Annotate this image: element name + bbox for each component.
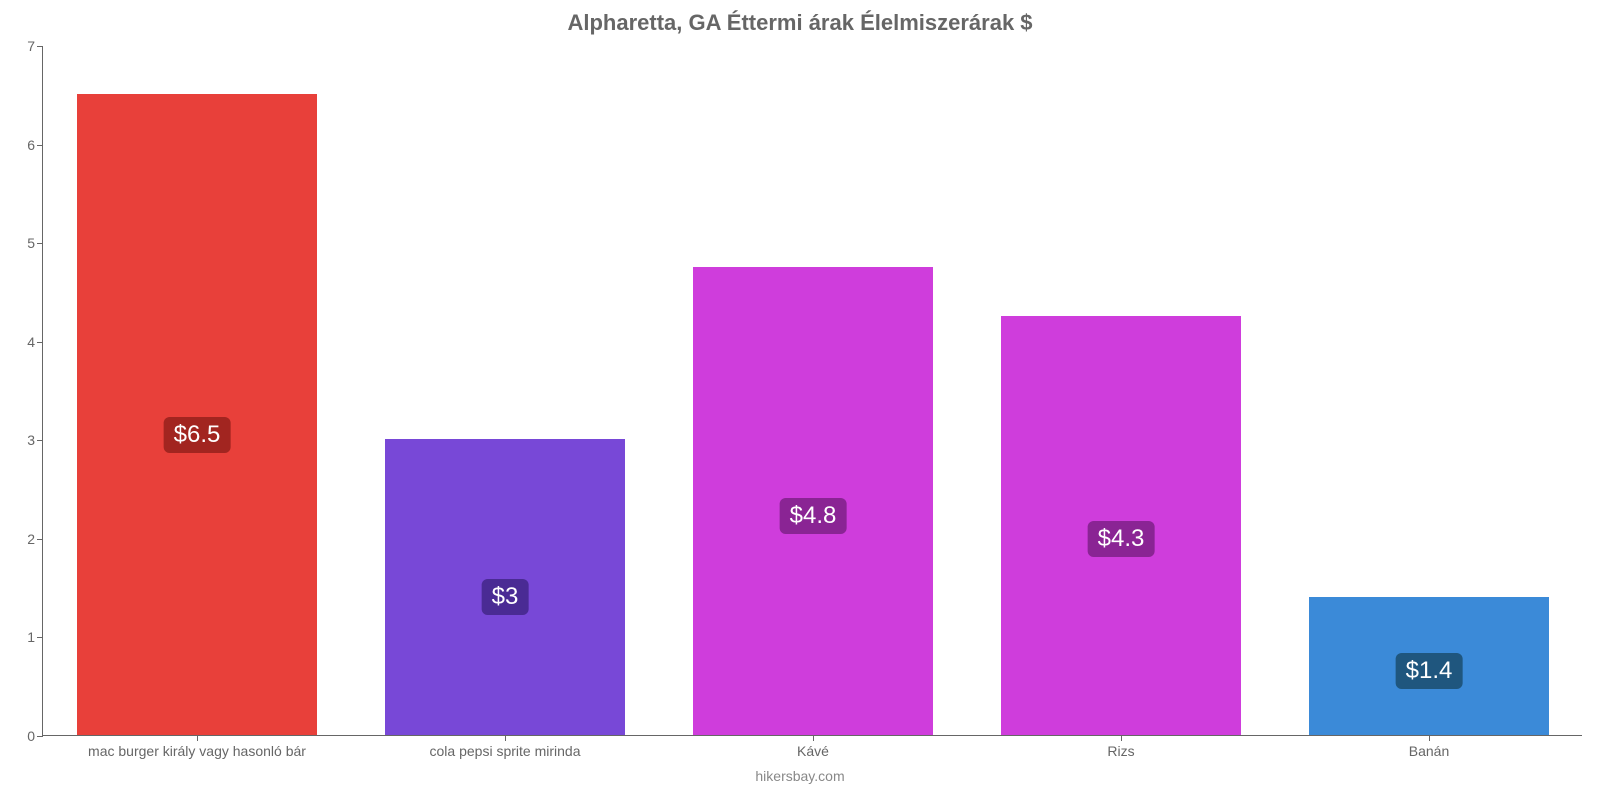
y-tick-label: 6: [27, 137, 43, 153]
y-tick-label: 3: [27, 432, 43, 448]
bar-value-badge: $3: [482, 579, 529, 615]
chart-footer: hikersbay.com: [0, 768, 1600, 784]
y-tick-label: 7: [27, 38, 43, 54]
y-tick-label: 1: [27, 629, 43, 645]
chart-plot-area: 01234567$6.5mac burger király vagy hason…: [42, 46, 1582, 736]
y-tick-label: 2: [27, 531, 43, 547]
x-tick-label: Rizs: [1107, 735, 1134, 759]
bar: [77, 94, 317, 735]
bar-value-badge: $6.5: [164, 417, 231, 453]
bar-value-badge: $4.3: [1088, 521, 1155, 557]
y-tick-label: 5: [27, 235, 43, 251]
chart-title: Alpharetta, GA Éttermi árak Élelmiszerár…: [0, 0, 1600, 36]
x-tick-label: mac burger király vagy hasonló bár: [88, 735, 306, 759]
x-tick-label: cola pepsi sprite mirinda: [430, 735, 581, 759]
x-tick-label: Kávé: [797, 735, 829, 759]
x-tick-label: Banán: [1409, 735, 1449, 759]
bar-value-badge: $4.8: [780, 498, 847, 534]
y-tick-label: 4: [27, 334, 43, 350]
y-tick-label: 0: [27, 728, 43, 744]
bar-value-badge: $1.4: [1396, 653, 1463, 689]
